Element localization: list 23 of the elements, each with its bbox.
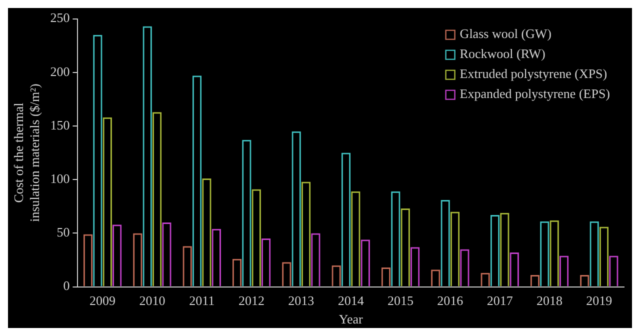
x-tick-label: 2018	[536, 293, 563, 308]
y-tick-label: 150	[50, 117, 70, 132]
y-tick-label: 100	[50, 171, 70, 186]
y-tick-label: 0	[63, 278, 70, 294]
x-tick-label: 2019	[586, 293, 612, 308]
x-tick-label: 2016	[437, 293, 464, 308]
x-tick-label: 2011	[189, 293, 215, 308]
x-tick-label: 2017	[486, 293, 514, 308]
x-tick-label: 2015	[388, 293, 414, 308]
x-tick-label: 2012	[238, 293, 265, 308]
y-tick-label: 250	[50, 10, 70, 26]
y-axis-title: Cost of the thermal insulation materials ($/m²)	[11, 84, 42, 222]
x-axis-title: Year	[338, 312, 364, 327]
y-tick-label: 50	[56, 224, 70, 240]
legend-label: Expanded polystyrene (EPS)	[460, 86, 610, 102]
legend-label: Extruded polystyrene (XPS)	[460, 66, 608, 82]
y-tick-label: 200	[50, 64, 70, 79]
x-tick-label: 2010	[139, 293, 166, 308]
x-tick-label: 2014	[338, 293, 364, 308]
legend-label: Glass wool (GW)	[460, 26, 552, 42]
x-tick-label: 2013	[288, 293, 314, 308]
x-tick-label: 2009	[90, 293, 116, 308]
legend-label: Rockwool (RW)	[460, 46, 546, 62]
